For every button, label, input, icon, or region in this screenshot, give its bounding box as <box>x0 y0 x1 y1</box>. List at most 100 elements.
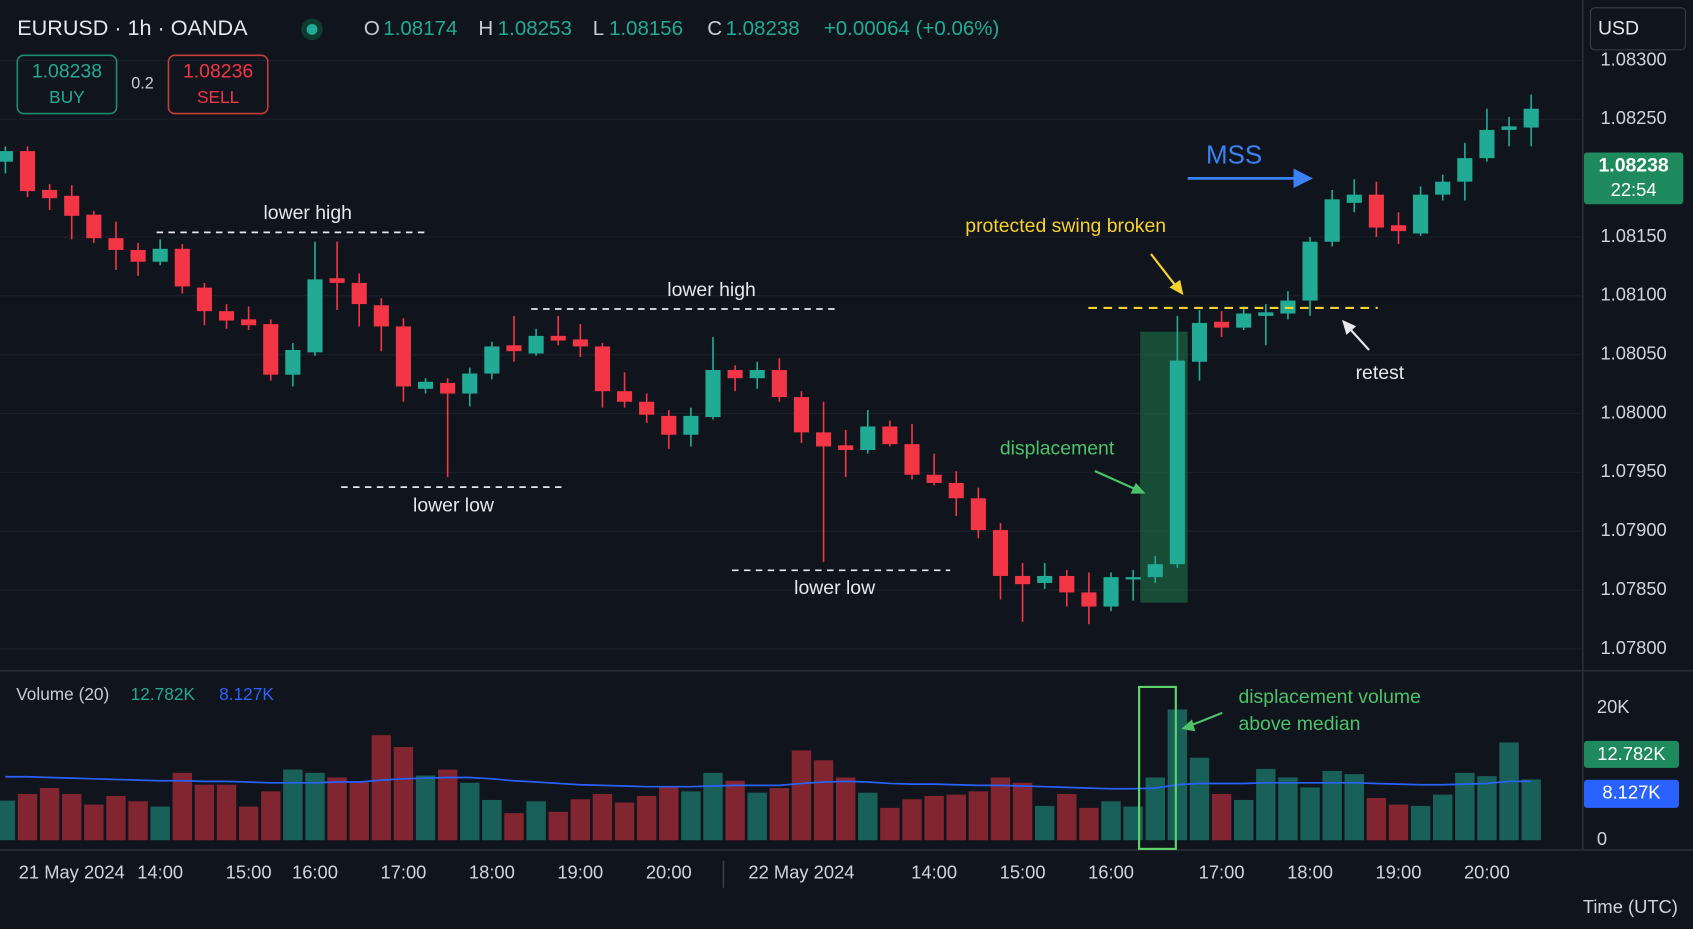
arrow <box>1347 326 1370 351</box>
candle-body <box>0 151 13 162</box>
candle-body <box>550 335 566 341</box>
sell-box[interactable] <box>167 54 269 115</box>
volume-bar <box>238 806 259 841</box>
volume-badge <box>1583 740 1679 768</box>
volume-bar <box>1012 782 1033 841</box>
x-tick-label: 20:00 <box>1464 862 1510 883</box>
buy-button[interactable]: 1.08238 BUY <box>16 54 118 115</box>
volume-bar <box>1034 805 1055 841</box>
candle-body <box>616 391 633 402</box>
x-tick-label: 22 May 2024 <box>748 862 854 883</box>
volume-bar <box>194 784 215 841</box>
volume-bar <box>371 735 392 841</box>
candle-body <box>64 195 80 216</box>
buy-price[interactable]: 1.08238 <box>32 61 102 83</box>
volume-bar <box>62 793 82 841</box>
ohlc-label: C <box>707 17 722 40</box>
volume-ma-badge <box>1583 779 1679 808</box>
volume-bar <box>1300 787 1320 841</box>
x-tick-label: 17:00 <box>1199 862 1245 883</box>
arrow-head <box>1181 719 1196 732</box>
x-tick-label: 17:00 <box>380 862 426 883</box>
x-tick-label: 15:00 <box>226 862 272 883</box>
volume-bar <box>1256 768 1276 841</box>
candle-body <box>639 401 655 415</box>
candle-body <box>838 445 854 451</box>
arrow <box>1189 711 1223 727</box>
currency[interactable]: USD <box>1598 17 1639 39</box>
x-tick-label: 18:00 <box>469 862 515 883</box>
candle-body <box>594 346 610 392</box>
volume-bar <box>1167 709 1188 841</box>
x-tick-label: 15:00 <box>1000 862 1046 883</box>
candle-body <box>218 311 235 321</box>
annotation: lower low <box>413 495 495 517</box>
volume-bar <box>703 772 723 841</box>
volume-bar <box>1521 779 1541 841</box>
volume-bar <box>1101 801 1121 841</box>
candle-body <box>860 426 876 451</box>
candle-body <box>152 248 168 262</box>
candle-body <box>1258 312 1274 316</box>
annotation: protected swing broken <box>965 215 1166 237</box>
volume-bar <box>902 799 922 841</box>
candle-body <box>1059 575 1075 593</box>
ohlc-value: 1.08174 <box>383 17 457 40</box>
candle-body <box>506 345 522 352</box>
candle-body <box>705 369 721 418</box>
sell-button[interactable]: 1.08236 SELL <box>167 54 269 115</box>
candle-body <box>528 335 544 354</box>
candle-body <box>727 369 743 379</box>
candle-body <box>263 324 279 375</box>
volume-bar <box>1189 757 1210 841</box>
x-tick-label: 18:00 <box>1287 862 1333 883</box>
volume-bar <box>813 760 834 841</box>
volume-bar <box>327 777 347 841</box>
volume-tick-label: 20K <box>1597 696 1630 717</box>
volume-bar <box>636 795 657 841</box>
volume-bar <box>106 795 126 841</box>
volume-bar <box>1322 770 1342 841</box>
y-tick-label: 1.08000 <box>1600 401 1666 422</box>
x-tick-label: 20:00 <box>646 862 692 883</box>
candle-body <box>1191 322 1208 362</box>
volume-bar <box>1455 772 1475 841</box>
annotation: lower high <box>263 202 352 224</box>
volume-bar <box>437 769 458 841</box>
candle-body <box>970 498 986 531</box>
status-dot <box>306 23 318 35</box>
candle-body <box>572 339 588 347</box>
volume-bar <box>769 788 790 841</box>
volume-bar <box>526 801 546 841</box>
volume-bar <box>570 799 591 841</box>
volume-bar <box>791 750 812 841</box>
volume-bar <box>548 811 568 841</box>
sell-price[interactable]: 1.08236 <box>183 61 253 83</box>
volume-bar <box>150 806 170 841</box>
candle-body <box>1523 108 1539 128</box>
x-tick-label: 16:00 <box>1088 862 1134 883</box>
volume-bar <box>283 769 303 841</box>
candle-body <box>793 397 810 433</box>
candle-body <box>683 415 699 435</box>
candle-body <box>1435 181 1451 195</box>
candle-body <box>484 346 500 374</box>
annotation: displacement volume <box>1238 686 1420 708</box>
sell-label[interactable]: SELL <box>197 87 240 107</box>
volume-bar <box>946 794 966 841</box>
candle-body <box>86 214 102 239</box>
candle-body <box>1457 158 1473 182</box>
arrow-head <box>1169 279 1184 295</box>
volume-bar <box>1433 794 1453 841</box>
currency-box[interactable] <box>1589 7 1686 51</box>
volume-bar <box>747 792 767 841</box>
volume-bar <box>1477 776 1497 841</box>
volume-bar <box>1410 805 1431 841</box>
symbol: EURUSD · 1h · OANDA <box>17 15 248 40</box>
candle-body <box>1413 194 1429 234</box>
buy-box[interactable] <box>16 54 118 115</box>
volume-bar <box>681 791 701 841</box>
candle-body <box>130 249 146 262</box>
buy-label[interactable]: BUY <box>49 87 85 107</box>
